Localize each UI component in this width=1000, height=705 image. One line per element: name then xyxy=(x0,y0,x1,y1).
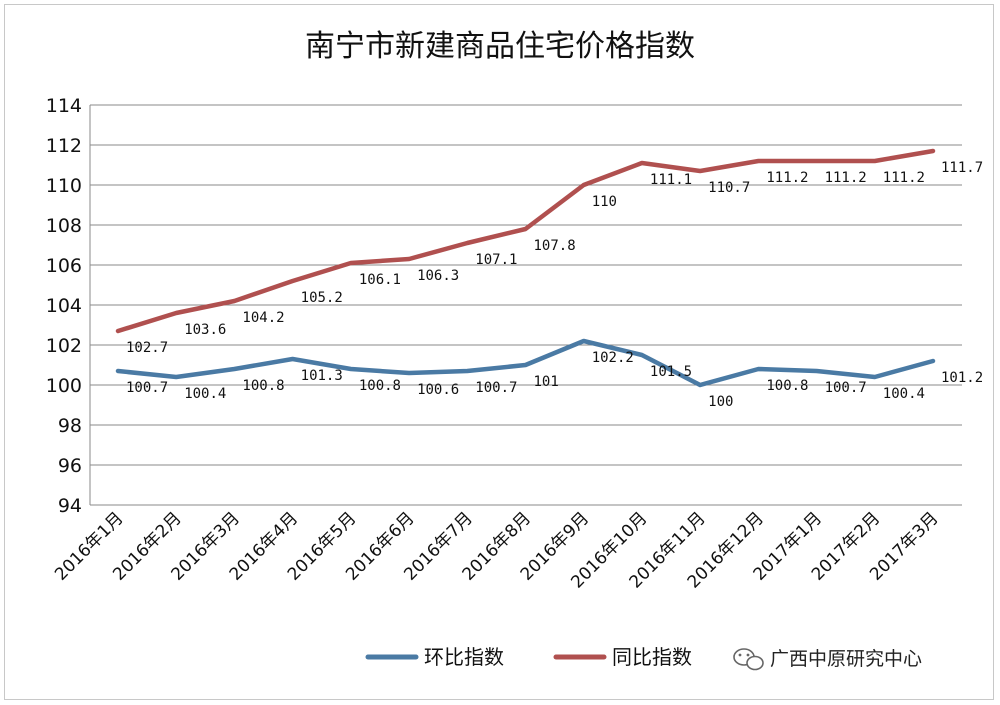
data-label: 101.2 xyxy=(941,370,983,386)
chart-frame xyxy=(4,4,994,700)
y-tick-label: 104 xyxy=(46,295,82,317)
data-label: 100.4 xyxy=(883,386,925,402)
data-label: 100 xyxy=(708,394,733,410)
data-label: 100.8 xyxy=(242,378,284,394)
y-tick-label: 106 xyxy=(46,255,82,277)
axes xyxy=(89,105,962,506)
data-label: 110 xyxy=(592,194,617,210)
data-label: 111.2 xyxy=(883,170,925,186)
data-label: 110.7 xyxy=(708,180,750,196)
data-label: 107.1 xyxy=(475,252,517,268)
data-label: 100.7 xyxy=(825,380,867,396)
data-label: 105.2 xyxy=(301,290,343,306)
watermark-text: 广西中原研究中心 xyxy=(770,648,922,670)
data-label: 102.2 xyxy=(592,350,634,366)
grid-lines xyxy=(90,104,962,466)
legend-label-mom: 环比指数 xyxy=(424,645,504,669)
y-tick-label: 94 xyxy=(58,495,82,517)
y-tick-label: 112 xyxy=(46,135,82,157)
data-label: 102.7 xyxy=(126,340,168,356)
data-label: 100.7 xyxy=(126,380,168,396)
data-label: 101.5 xyxy=(650,364,692,380)
data-labels: 100.7 100.4 100.8 101.3 100.8 100.6 100.7 101 10… xyxy=(126,160,983,410)
watermark: 广西中原研究中心 xyxy=(733,648,922,671)
data-label: 103.6 xyxy=(184,322,226,338)
y-tick-label: 114 xyxy=(46,95,82,117)
data-label: 101 xyxy=(534,374,559,390)
data-label: 111.1 xyxy=(650,172,692,188)
series-line-mom xyxy=(115,338,936,388)
data-label: 111.7 xyxy=(941,160,983,176)
chart-title: 南宁市新建商品住宅价格指数 xyxy=(305,29,695,64)
legend: 环比指数 同比指数 xyxy=(365,645,692,669)
data-label: 104.2 xyxy=(242,310,284,326)
y-tick-label: 108 xyxy=(46,215,82,237)
series-lines xyxy=(115,148,936,388)
wechat-icon xyxy=(733,648,764,671)
data-label: 107.8 xyxy=(534,238,576,254)
y-tick-label: 96 xyxy=(58,455,82,477)
data-label: 106.3 xyxy=(417,268,459,284)
data-label: 101.3 xyxy=(301,368,343,384)
data-label: 100.4 xyxy=(184,386,226,402)
y-tick-label: 100 xyxy=(46,375,82,397)
series-line-yoy xyxy=(115,148,936,334)
y-tick-label: 102 xyxy=(46,335,82,357)
y-tick-labels: 94 96 98 100 102 104 106 108 110 112 114 xyxy=(46,95,82,517)
data-label: 100.6 xyxy=(417,382,459,398)
data-label: 106.1 xyxy=(359,272,401,288)
data-label: 111.2 xyxy=(766,170,808,186)
data-label: 100.7 xyxy=(475,380,517,396)
x-tick-labels: 2016年1月2016年2月2016年3月2016年4月2016年5月2016年… xyxy=(51,508,942,592)
data-label: 100.8 xyxy=(359,378,401,394)
data-label: 111.2 xyxy=(825,170,867,186)
y-tick-label: 98 xyxy=(58,415,82,437)
y-tick-label: 110 xyxy=(46,175,82,197)
data-label: 100.8 xyxy=(766,378,808,394)
legend-label-yoy: 同比指数 xyxy=(612,645,692,669)
